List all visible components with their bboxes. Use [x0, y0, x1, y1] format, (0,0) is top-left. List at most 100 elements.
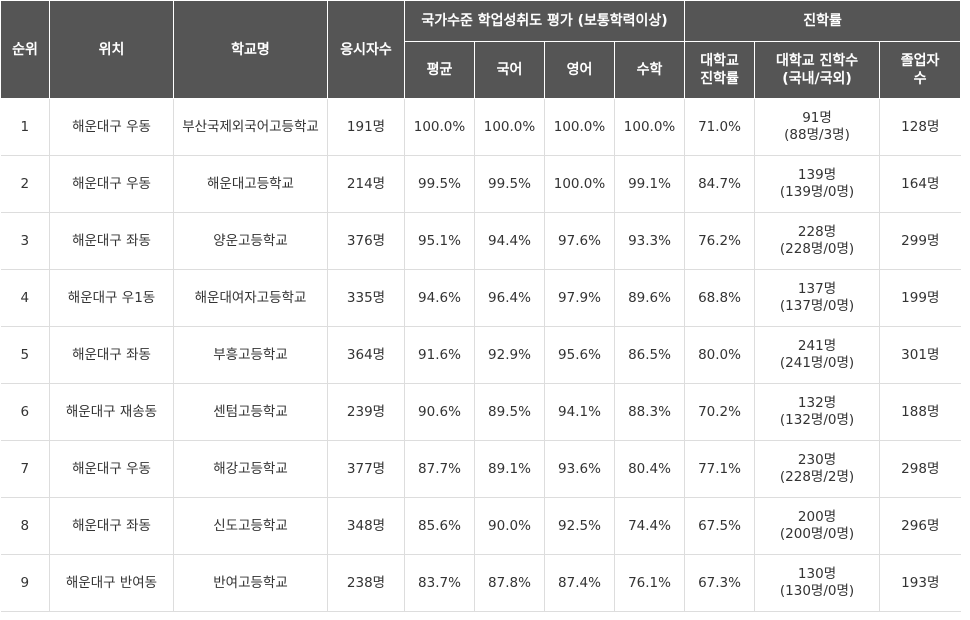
- header-rank: 순위: [0, 0, 50, 99]
- cell-korean: 89.1%: [474, 440, 545, 498]
- cell-applicants: 376명: [327, 212, 405, 270]
- cell-korean: 94.4%: [474, 212, 545, 270]
- cell-school: 해운대고등학교: [173, 155, 328, 213]
- cell-rank: 6: [0, 383, 50, 441]
- table-header: 순위 위치 학교명 응시자수 국가수준 학업성취도 평가 (보통학력이상) 진학…: [0, 0, 962, 99]
- cell-average: 94.6%: [404, 269, 475, 327]
- cell-math: 93.3%: [614, 212, 686, 270]
- cell-korean: 90.0%: [474, 497, 545, 555]
- cell-school: 양운고등학교: [173, 212, 328, 270]
- cell-korean: 89.5%: [474, 383, 545, 441]
- table-row: 5 해운대구 좌동 부흥고등학교 364명 91.6% 92.9% 95.6% …: [0, 326, 961, 384]
- cell-univ-count: 132명 (132명/0명): [754, 383, 881, 441]
- cell-location: 해운대구 우동: [49, 440, 174, 498]
- cell-univ-rate: 84.7%: [684, 155, 756, 213]
- cell-math: 100.0%: [614, 98, 686, 156]
- cell-location: 해운대구 우동: [49, 155, 174, 213]
- header-school: 학교명: [173, 0, 328, 99]
- univ-count-detail: (88명/3명): [784, 127, 850, 143]
- cell-english: 100.0%: [544, 98, 615, 156]
- table-row: 6 해운대구 재송동 센텀고등학교 239명 90.6% 89.5% 94.1%…: [0, 383, 961, 441]
- cell-univ-rate: 67.3%: [684, 554, 756, 612]
- table-body: 1 해운대구 우동 부산국제외국어고등학교 191명 100.0% 100.0%…: [0, 98, 961, 612]
- header-univ-count: 대학교 진학수 (국내/국외): [754, 41, 881, 99]
- cell-rank: 9: [0, 554, 50, 612]
- cell-math: 76.1%: [614, 554, 686, 612]
- univ-count-total: 130명: [797, 566, 837, 582]
- cell-location: 해운대구 우동: [49, 98, 174, 156]
- cell-univ-count: 137명 (137명/0명): [754, 269, 881, 327]
- cell-rank: 5: [0, 326, 50, 384]
- table-row: 7 해운대구 우동 해강고등학교 377명 87.7% 89.1% 93.6% …: [0, 440, 961, 498]
- cell-english: 95.6%: [544, 326, 615, 384]
- univ-count-total: 228명: [797, 224, 837, 240]
- cell-graduates: 128명: [879, 98, 961, 156]
- header-univ-rate-line1: 대학교: [700, 53, 739, 69]
- univ-count-detail: (132명/0명): [779, 412, 855, 428]
- table-row: 2 해운대구 우동 해운대고등학교 214명 99.5% 99.5% 100.0…: [0, 155, 961, 213]
- cell-location: 해운대구 재송동: [49, 383, 174, 441]
- cell-school: 반여고등학교: [173, 554, 328, 612]
- cell-applicants: 348명: [327, 497, 405, 555]
- cell-school: 해강고등학교: [173, 440, 328, 498]
- univ-count-detail: (228명/2명): [779, 469, 855, 485]
- cell-location: 해운대구 우1동: [49, 269, 174, 327]
- univ-count-total: 139명: [797, 167, 837, 183]
- cell-math: 88.3%: [614, 383, 686, 441]
- header-advancement: 진학률: [684, 0, 962, 42]
- cell-rank: 4: [0, 269, 50, 327]
- cell-average: 100.0%: [404, 98, 475, 156]
- cell-average: 90.6%: [404, 383, 475, 441]
- cell-applicants: 364명: [327, 326, 405, 384]
- cell-univ-count: 200명 (200명/0명): [754, 497, 881, 555]
- univ-count-total: 230명: [797, 452, 837, 468]
- cell-math: 74.4%: [614, 497, 686, 555]
- cell-applicants: 238명: [327, 554, 405, 612]
- cell-rank: 8: [0, 497, 50, 555]
- cell-location: 해운대구 좌동: [49, 212, 174, 270]
- cell-math: 80.4%: [614, 440, 686, 498]
- cell-average: 99.5%: [404, 155, 475, 213]
- cell-univ-count: 130명 (130명/0명): [754, 554, 881, 612]
- header-location: 위치: [49, 0, 174, 99]
- header-graduates-line1: 졸업자: [900, 53, 940, 69]
- cell-english: 92.5%: [544, 497, 615, 555]
- cell-univ-rate: 68.8%: [684, 269, 756, 327]
- cell-univ-rate: 77.1%: [684, 440, 756, 498]
- table-row: 3 해운대구 좌동 양운고등학교 376명 95.1% 94.4% 97.6% …: [0, 212, 961, 270]
- univ-count-total: 137명: [797, 281, 837, 297]
- cell-location: 해운대구 반여동: [49, 554, 174, 612]
- cell-univ-count: 91명 (88명/3명): [754, 98, 881, 156]
- cell-location: 해운대구 좌동: [49, 497, 174, 555]
- header-univ-count-line2: (국내/국외): [782, 71, 852, 87]
- table-row: 4 해운대구 우1동 해운대여자고등학교 335명 94.6% 96.4% 97…: [0, 269, 961, 327]
- univ-count-total: 200명: [797, 509, 837, 525]
- cell-rank: 1: [0, 98, 50, 156]
- cell-univ-rate: 71.0%: [684, 98, 756, 156]
- cell-average: 91.6%: [404, 326, 475, 384]
- cell-graduates: 301명: [879, 326, 961, 384]
- header-korean: 국어: [474, 41, 545, 99]
- cell-graduates: 299명: [879, 212, 961, 270]
- cell-univ-count: 230명 (228명/2명): [754, 440, 881, 498]
- table-row: 9 해운대구 반여동 반여고등학교 238명 83.7% 87.8% 87.4%…: [0, 554, 961, 612]
- univ-count-total: 91명: [802, 110, 832, 126]
- univ-count-detail: (139명/0명): [779, 184, 855, 200]
- cell-rank: 3: [0, 212, 50, 270]
- cell-graduates: 298명: [879, 440, 961, 498]
- header-math: 수학: [613, 41, 686, 99]
- cell-korean: 100.0%: [474, 98, 545, 156]
- header-univ-rate-line2: 진학률: [700, 71, 739, 87]
- table-row: 8 해운대구 좌동 신도고등학교 348명 85.6% 90.0% 92.5% …: [0, 497, 961, 555]
- header-english: 영어: [544, 41, 615, 99]
- cell-univ-rate: 67.5%: [684, 497, 756, 555]
- table-row: 1 해운대구 우동 부산국제외국어고등학교 191명 100.0% 100.0%…: [0, 98, 961, 156]
- cell-english: 97.9%: [544, 269, 615, 327]
- cell-school: 부흥고등학교: [173, 326, 328, 384]
- cell-english: 94.1%: [544, 383, 615, 441]
- univ-count-detail: (137명/0명): [779, 298, 855, 314]
- header-applicants: 응시자수: [327, 0, 405, 99]
- cell-graduates: 164명: [879, 155, 961, 213]
- univ-count-total: 132명: [797, 395, 837, 411]
- cell-average: 87.7%: [404, 440, 475, 498]
